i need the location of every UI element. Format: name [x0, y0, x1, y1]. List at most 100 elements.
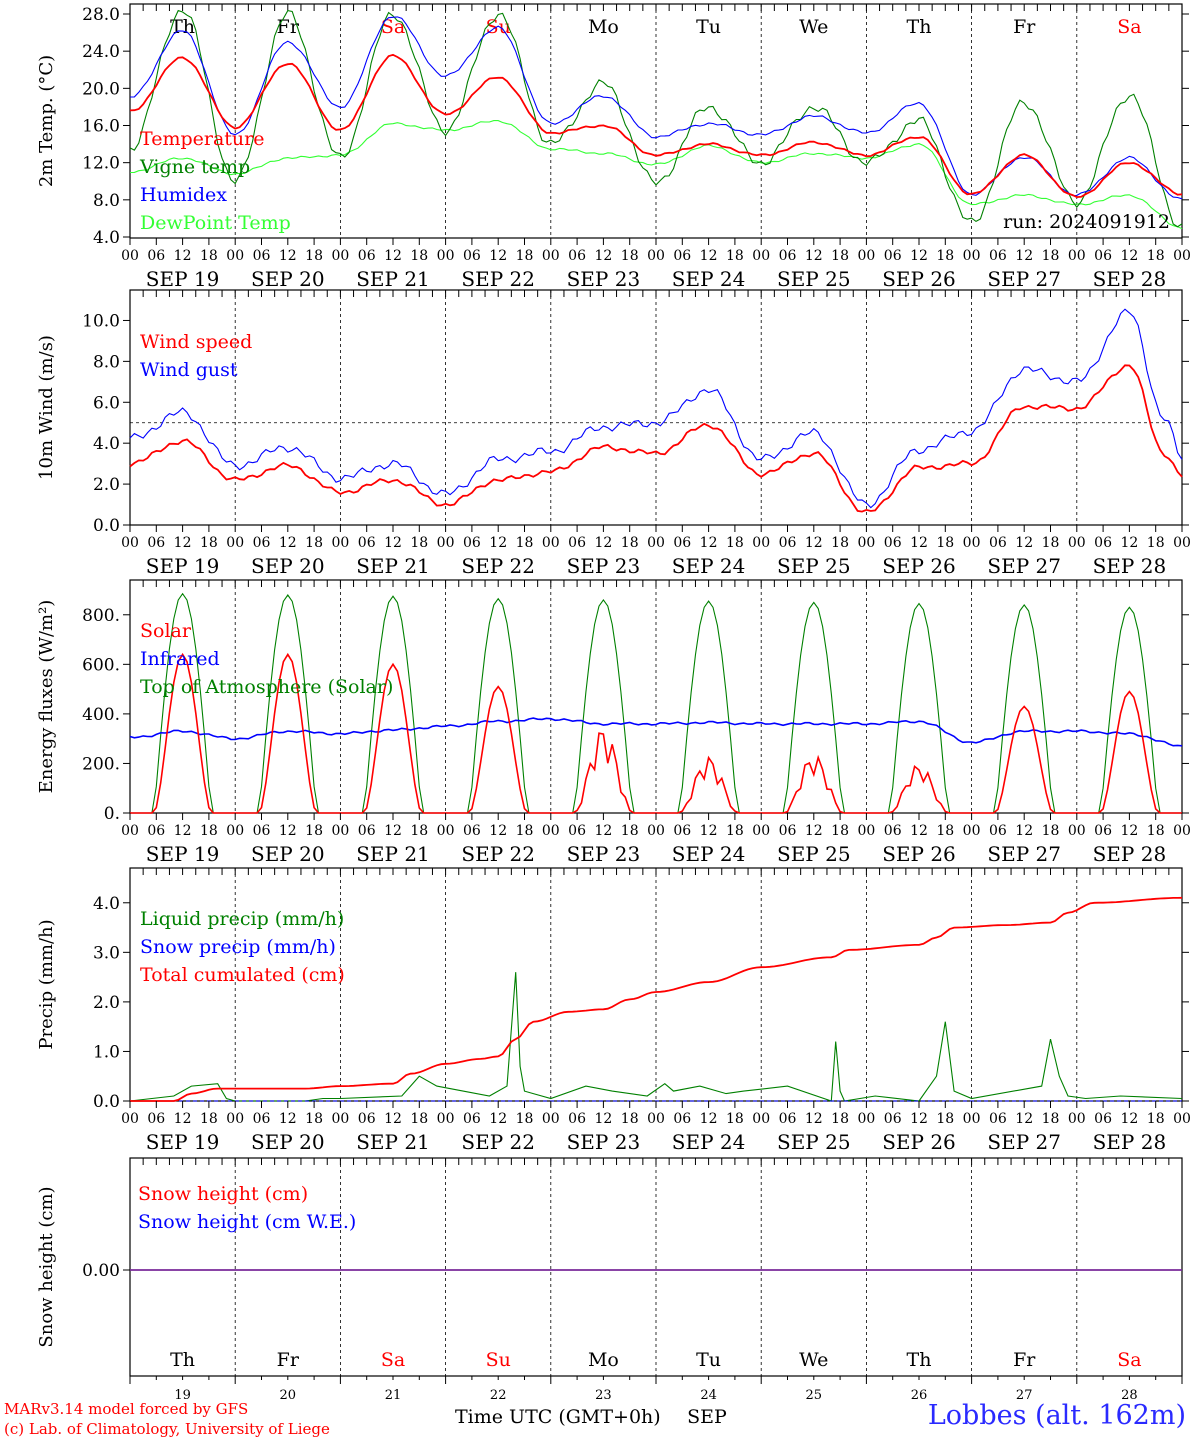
temp-legend-humidex: Humidex — [140, 184, 227, 206]
wind-ytick-label: 2.0 — [93, 475, 120, 495]
temp-hour-tick-label: 18 — [410, 248, 428, 264]
precip-hour-tick-label: 06 — [1094, 1111, 1112, 1127]
temp-date-label: SEP 21 — [356, 267, 430, 291]
wind-date-label: SEP 28 — [1093, 554, 1167, 578]
temp-hour-tick-label: 00 — [542, 248, 560, 264]
temp-hour-tick-label: 06 — [1094, 248, 1112, 264]
wind-hour-tick-label: 12 — [910, 535, 928, 551]
energy-hour-tick-label: 06 — [989, 823, 1007, 839]
wind-ytick-label: 6.0 — [93, 393, 120, 413]
wind-hour-tick-label: 06 — [989, 535, 1007, 551]
energy-hour-tick-label: 12 — [805, 823, 823, 839]
precip-hour-tick-label: 18 — [305, 1111, 323, 1127]
lab-credit: (c) Lab. of Climatology, University of L… — [4, 1420, 330, 1438]
temp-date-label: SEP 26 — [882, 267, 956, 291]
energy-date-label: SEP 22 — [461, 842, 535, 866]
temp-date-label: SEP 28 — [1093, 267, 1167, 291]
temp-hour-tick-label: 18 — [1147, 248, 1165, 264]
energy-hour-tick-label: 12 — [279, 823, 297, 839]
energy-hour-tick-label: 18 — [621, 823, 639, 839]
wind-hour-tick-label: 00 — [331, 535, 349, 551]
energy-date-label: SEP 23 — [567, 842, 641, 866]
snow-month-label: SEP — [687, 1406, 727, 1428]
wind-ytick-label: 4.0 — [93, 434, 120, 454]
energy-hour-tick-label: 00 — [1173, 823, 1191, 839]
temp-hour-tick-label: 12 — [174, 248, 192, 264]
temp-ytick-label: 28.0 — [82, 5, 120, 25]
wind-hour-tick-label: 18 — [516, 535, 534, 551]
snow-ylabel: Snow height (cm) — [36, 1186, 57, 1347]
precip-hour-tick-label: 00 — [963, 1111, 981, 1127]
precip-hour-tick-label: 00 — [857, 1111, 875, 1127]
wind-hour-tick-label: 06 — [673, 535, 691, 551]
energy-legend-solar: Solar — [140, 620, 192, 642]
snow-day-number: 28 — [1121, 1388, 1138, 1403]
snow-legend-snow-height-cm: Snow height (cm) — [138, 1183, 308, 1205]
precip-legend-snow-precip-mm-h: Snow precip (mm/h) — [140, 936, 336, 958]
snow-weekday-label: Th — [907, 1349, 932, 1371]
precip-hour-tick-label: 00 — [226, 1111, 244, 1127]
energy-hour-tick-label: 18 — [936, 823, 954, 839]
energy-hour-tick-label: 00 — [857, 823, 875, 839]
model-credit: MARv3.14 model forced by GFS — [4, 1400, 249, 1418]
temp-series-line — [129, 9, 1183, 228]
wind-legend-wind-speed: Wind speed — [140, 331, 252, 353]
energy-legend-infrared: Infrared — [140, 648, 220, 670]
precip-ytick-label: 4.0 — [93, 894, 120, 914]
temp-hour-tick-label: 06 — [147, 248, 165, 264]
wind-hour-tick-label: 18 — [1147, 535, 1165, 551]
temp-date-label: SEP 20 — [251, 267, 325, 291]
energy-hour-tick-label: 12 — [910, 823, 928, 839]
temp-legend-dewpoint-temp: DewPoint Temp — [140, 212, 291, 234]
precip-hour-tick-label: 12 — [1120, 1111, 1138, 1127]
temp-hour-tick-label: 00 — [437, 248, 455, 264]
time-axis-title: Time UTC (GMT+0h) — [455, 1406, 661, 1428]
precip-date-label: SEP 28 — [1093, 1130, 1167, 1154]
precip-hour-tick-label: 00 — [121, 1111, 139, 1127]
temp-series-line — [129, 53, 1183, 199]
wind-hour-tick-label: 00 — [1173, 535, 1191, 551]
energy-hour-tick-label: 00 — [963, 823, 981, 839]
precip-hour-tick-label: 06 — [989, 1111, 1007, 1127]
temp-hour-tick-label: 06 — [568, 248, 586, 264]
temp-weekday-label: We — [799, 16, 828, 38]
snow-weekday-label: Th — [170, 1349, 195, 1371]
precip-liquid-line — [129, 972, 1183, 1102]
precip-date-label: SEP 19 — [146, 1130, 220, 1154]
wind-hour-tick-label: 06 — [463, 535, 481, 551]
temp-hour-tick-label: 12 — [700, 248, 718, 264]
temp-ylabel: 2m Temp. (°C) — [36, 55, 57, 187]
energy-ytick-label: 200. — [82, 754, 120, 774]
precip-hour-tick-label: 06 — [463, 1111, 481, 1127]
energy-hour-tick-label: 06 — [358, 823, 376, 839]
wind-hour-tick-label: 18 — [410, 535, 428, 551]
station-name: Lobbes (alt. 162m) — [927, 1400, 1186, 1431]
precip-date-label: SEP 22 — [461, 1130, 535, 1154]
precip-date-label: SEP 23 — [567, 1130, 641, 1154]
precip-cumulated-line — [130, 896, 1183, 1102]
energy-hour-tick-label: 00 — [331, 823, 349, 839]
wind-hour-tick-label: 12 — [594, 535, 612, 551]
energy-hour-tick-label: 06 — [673, 823, 691, 839]
temp-legend-temperature: Temperature — [140, 128, 264, 150]
energy-hour-tick-label: 06 — [568, 823, 586, 839]
energy-hour-tick-label: 00 — [226, 823, 244, 839]
energy-date-label: SEP 25 — [777, 842, 851, 866]
precip-hour-tick-label: 18 — [1147, 1111, 1165, 1127]
precip-hour-tick-label: 12 — [805, 1111, 823, 1127]
temp-hour-tick-label: 06 — [463, 248, 481, 264]
energy-hour-tick-label: 18 — [516, 823, 534, 839]
temp-ytick-label: 16.0 — [82, 117, 120, 137]
precip-hour-tick-label: 00 — [542, 1111, 560, 1127]
precip-ytick-label: 1.0 — [93, 1042, 120, 1062]
energy-hour-tick-label: 18 — [726, 823, 744, 839]
wind-hour-tick-label: 00 — [857, 535, 875, 551]
temp-hour-tick-label: 18 — [1042, 248, 1060, 264]
precip-hour-tick-label: 12 — [910, 1111, 928, 1127]
temp-hour-tick-label: 12 — [805, 248, 823, 264]
wind-hour-tick-label: 18 — [200, 535, 218, 551]
wind-date-label: SEP 21 — [356, 554, 430, 578]
temp-date-label: SEP 23 — [567, 267, 641, 291]
precip-hour-tick-label: 00 — [1173, 1111, 1191, 1127]
precip-hour-tick-label: 06 — [147, 1111, 165, 1127]
